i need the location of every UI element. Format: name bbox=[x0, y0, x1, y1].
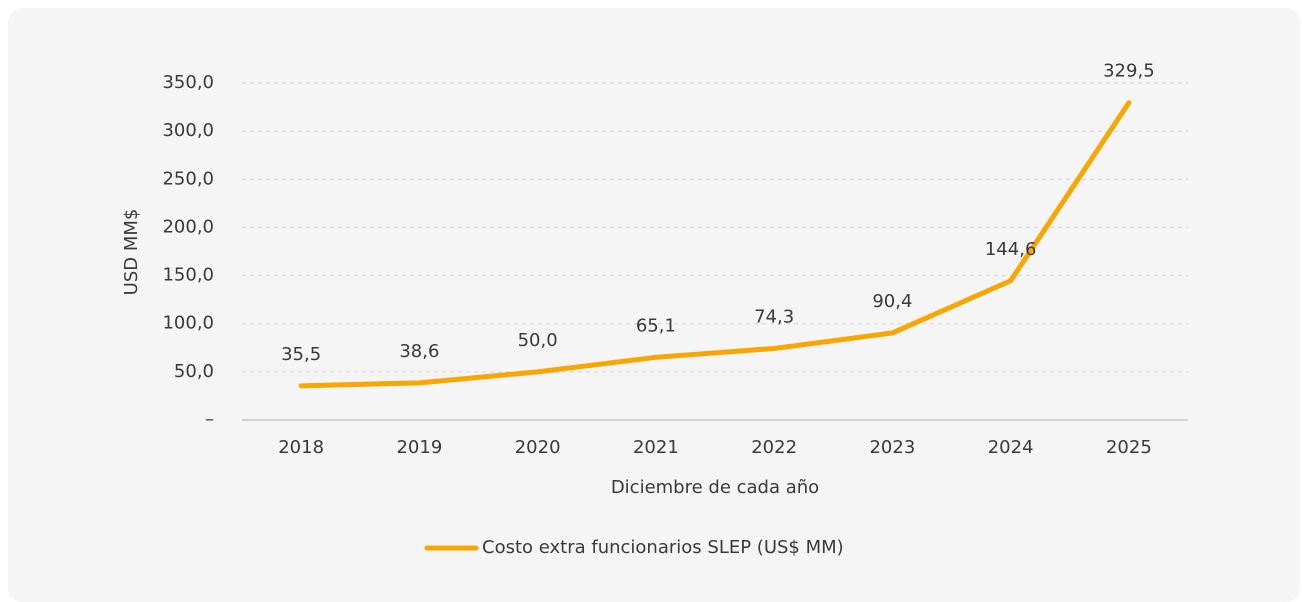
data-label: 65,1 bbox=[636, 315, 676, 336]
y-tick-label: 100,0 bbox=[162, 313, 214, 334]
chart-background bbox=[8, 8, 1300, 602]
x-tick-label: 2020 bbox=[515, 437, 561, 458]
y-axis-title: USD MM$ bbox=[121, 209, 142, 296]
x-axis-title: Diciembre de cada año bbox=[611, 477, 819, 498]
data-label: 35,5 bbox=[281, 344, 321, 365]
data-label: 50,0 bbox=[518, 330, 558, 351]
y-tick-label: 150,0 bbox=[162, 265, 214, 286]
x-tick-label: 2025 bbox=[1106, 437, 1152, 458]
x-tick-label: 2021 bbox=[633, 437, 679, 458]
data-line bbox=[298, 100, 1132, 389]
data-label: 74,3 bbox=[754, 306, 794, 327]
x-tick-label: 2019 bbox=[396, 437, 442, 458]
y-tick-label: 250,0 bbox=[162, 168, 214, 189]
y-tick-label: 50,0 bbox=[174, 361, 214, 382]
x-tick-label: 2024 bbox=[988, 437, 1034, 458]
data-label: 144,6 bbox=[985, 239, 1037, 260]
x-tick-label: 2018 bbox=[278, 437, 324, 458]
legend-label: Costo extra funcionarios SLEP (US$ MM) bbox=[482, 537, 844, 558]
y-tick-label: 350,0 bbox=[162, 72, 214, 93]
y-tick-label: – bbox=[205, 409, 214, 430]
y-tick-label: 300,0 bbox=[162, 120, 214, 141]
x-tick-label: 2022 bbox=[751, 437, 797, 458]
data-label: 38,6 bbox=[399, 341, 439, 362]
data-label: 329,5 bbox=[1103, 61, 1155, 82]
x-tick-label: 2023 bbox=[869, 437, 915, 458]
y-tick-label: 200,0 bbox=[162, 216, 214, 237]
data-label: 90,4 bbox=[872, 291, 912, 312]
